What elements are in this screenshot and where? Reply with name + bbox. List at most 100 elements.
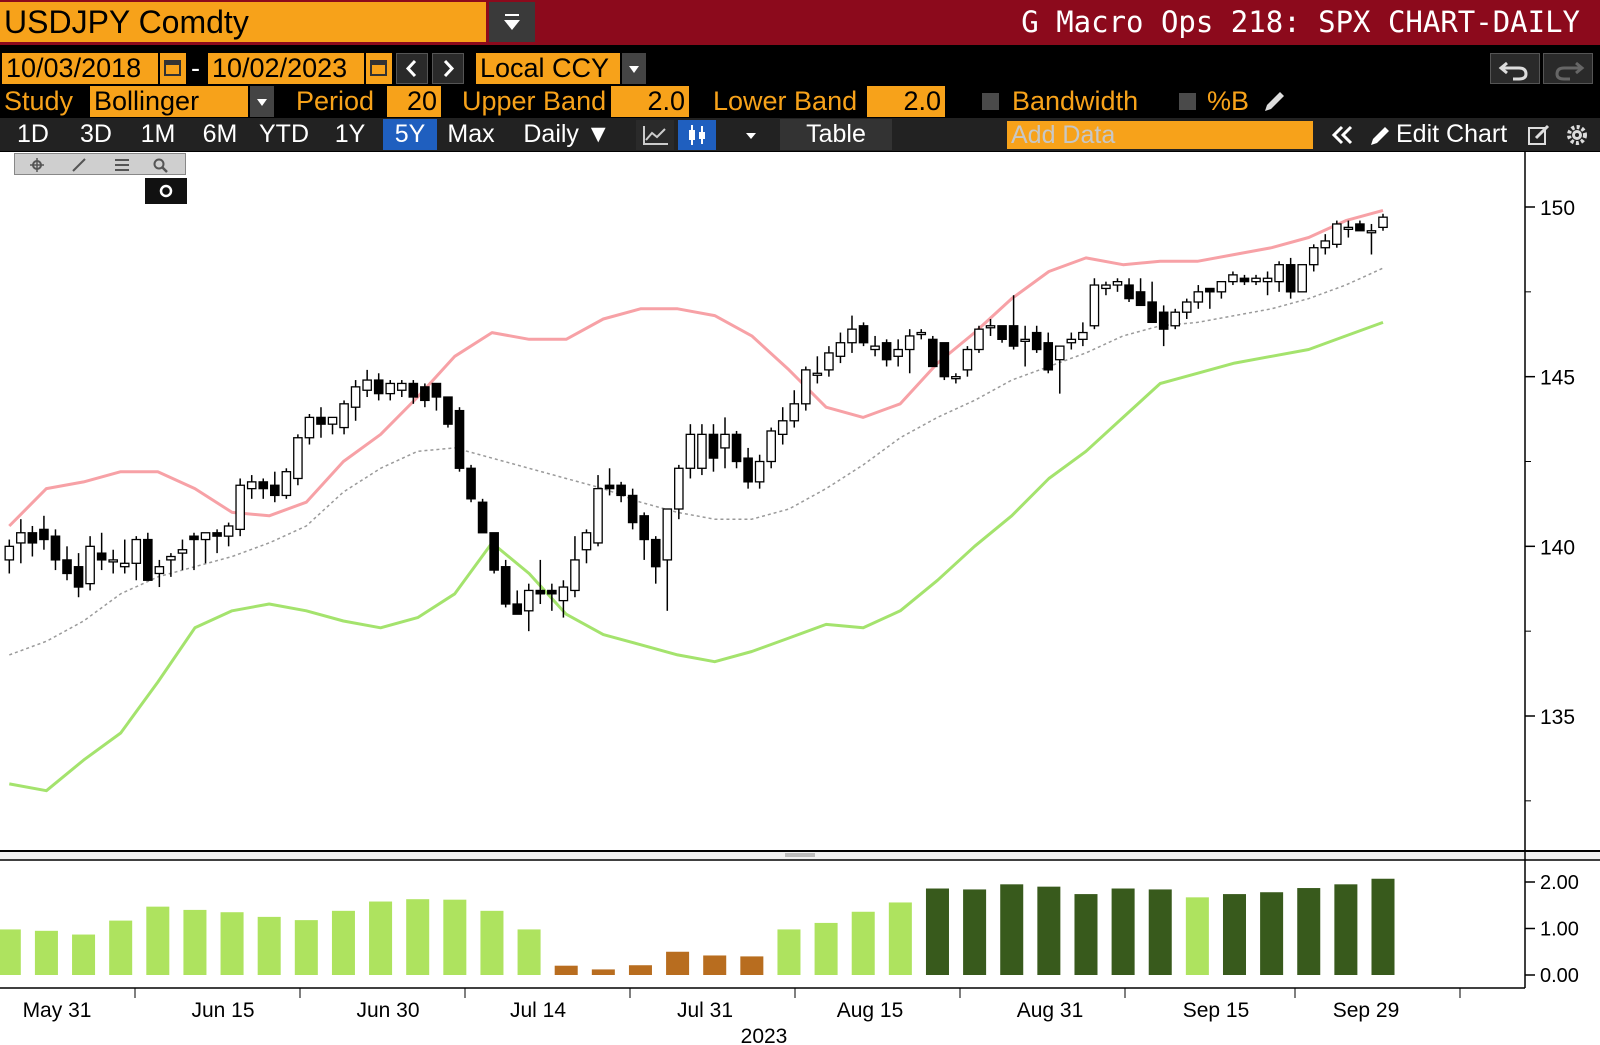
- add-data-input[interactable]: [1007, 121, 1313, 149]
- candle-body: [143, 538, 153, 581]
- annotate-button[interactable]: [1522, 120, 1556, 150]
- undo-button[interactable]: [1490, 53, 1540, 84]
- next-range-button[interactable]: [432, 53, 464, 84]
- frequency-select[interactable]: Daily ▼: [523, 120, 611, 148]
- collapse-button[interactable]: [1322, 120, 1362, 150]
- candle: [512, 590, 523, 615]
- candle-body: [385, 382, 396, 395]
- period-field[interactable]: 20: [387, 86, 441, 117]
- bandwidth-axis: [1525, 860, 1600, 988]
- study-edit-button[interactable]: [1258, 86, 1290, 117]
- bandwidth-bar: [1371, 878, 1395, 975]
- study-label: Study: [4, 86, 74, 116]
- record-button[interactable]: [145, 178, 187, 204]
- candle-chart-button[interactable]: [678, 120, 716, 150]
- candle-body: [73, 566, 84, 588]
- candle: [212, 529, 222, 554]
- study-dropdown-button[interactable]: [250, 86, 274, 117]
- chart-type-dropdown[interactable]: [734, 120, 768, 150]
- candle-body: [893, 348, 903, 357]
- bandwidth-bar: [1148, 889, 1172, 975]
- candle-body: [1366, 230, 1377, 234]
- candle-body: [1343, 226, 1354, 231]
- pctb-checkbox[interactable]: [1179, 93, 1196, 110]
- redo-button[interactable]: [1543, 53, 1593, 84]
- candle: [223, 522, 234, 547]
- period-tab-6m[interactable]: 6M: [202, 120, 238, 148]
- period-tab-ytd[interactable]: YTD: [259, 120, 309, 148]
- candle: [951, 373, 961, 384]
- bandwidth-bar: [257, 916, 281, 975]
- candle-body: [339, 403, 349, 429]
- ticker-field[interactable]: USDJPY Comdty: [0, 2, 486, 42]
- period-tab-1m[interactable]: 1M: [140, 120, 176, 148]
- candle-body: [535, 589, 546, 595]
- candle-body: [824, 352, 834, 371]
- x-tick-label: Sep 29: [1333, 999, 1400, 1022]
- candle: [327, 416, 338, 435]
- candle: [1216, 281, 1227, 299]
- candle-body: [362, 379, 372, 391]
- bandwidth-bar: [1111, 888, 1135, 975]
- candle: [246, 475, 257, 499]
- candle: [697, 424, 707, 476]
- candle-body: [16, 532, 26, 544]
- upper-band-field[interactable]: 2.0: [611, 86, 689, 117]
- text-tool-icon[interactable]: [115, 159, 129, 171]
- start-date-field[interactable]: 10/03/2018: [2, 53, 158, 84]
- bandwidth-bar: [703, 955, 727, 975]
- period-tab-max[interactable]: Max: [447, 120, 495, 148]
- price-panel[interactable]: [0, 152, 1525, 852]
- bandwidth-checkbox[interactable]: [982, 93, 999, 110]
- currency-dropdown-button[interactable]: [622, 53, 646, 84]
- period-tab-1d[interactable]: 1D: [17, 120, 49, 148]
- bandwidth-bar: [591, 969, 615, 975]
- candle: [604, 468, 615, 496]
- candle: [962, 346, 973, 377]
- prev-range-button[interactable]: [396, 53, 428, 84]
- candle-body: [466, 467, 476, 500]
- candle-body: [547, 589, 557, 595]
- candle: [593, 475, 603, 547]
- calendar-icon: [370, 60, 387, 76]
- panel-resize-handle[interactable]: [785, 853, 815, 857]
- candle: [1078, 322, 1088, 347]
- candle: [835, 332, 846, 364]
- candle-body: [777, 420, 788, 436]
- redo-icon: [1555, 61, 1585, 81]
- line-chart-button[interactable]: [636, 120, 674, 150]
- candle: [881, 339, 892, 367]
- currency-select[interactable]: Local CCY: [476, 53, 620, 84]
- lower-band-field[interactable]: 2.0: [867, 86, 945, 117]
- crosshair-icon[interactable]: [30, 158, 44, 172]
- bandwidth-bar: [517, 929, 541, 975]
- bandwidth-bar: [1185, 897, 1209, 975]
- end-date-field[interactable]: 10/02/2023: [208, 53, 364, 84]
- candle-body: [616, 484, 626, 497]
- period-tab-5y[interactable]: 5Y: [383, 119, 437, 150]
- candle: [1378, 213, 1388, 231]
- table-button[interactable]: Table: [780, 119, 892, 150]
- candle-body: [627, 494, 638, 524]
- bandwidth-bar: [443, 899, 467, 975]
- ticker-menu-button[interactable]: [489, 2, 535, 42]
- end-calendar-button[interactable]: [366, 53, 392, 84]
- study-select[interactable]: Bollinger: [90, 86, 248, 117]
- start-calendar-button[interactable]: [160, 53, 186, 84]
- candle-body: [870, 345, 880, 351]
- candle-body: [1043, 342, 1054, 371]
- candle-body: [662, 508, 673, 561]
- period-tab-3d[interactable]: 3D: [80, 120, 112, 148]
- zoom-icon[interactable]: [153, 158, 168, 173]
- candle: [1020, 325, 1030, 367]
- candlestick-icon: [689, 125, 705, 145]
- period-tab-1y[interactable]: 1Y: [334, 120, 366, 148]
- candle: [731, 430, 742, 469]
- candle: [154, 559, 165, 588]
- edit-chart-button[interactable]: Edit Chart: [1366, 119, 1512, 150]
- candle: [1308, 244, 1319, 272]
- candle: [431, 382, 442, 411]
- settings-button[interactable]: [1560, 120, 1594, 150]
- draw-line-icon[interactable]: [72, 158, 86, 172]
